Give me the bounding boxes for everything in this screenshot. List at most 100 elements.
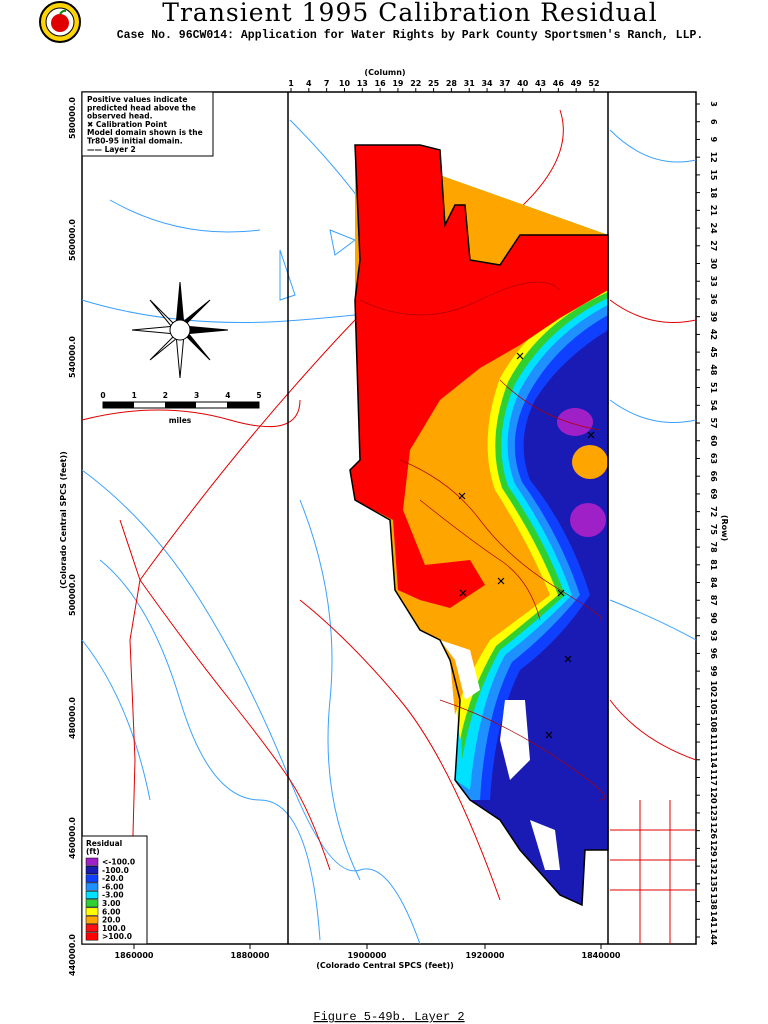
legend-swatch	[85, 899, 99, 908]
y-tick-label: 580000.0	[68, 97, 77, 139]
scale-labels: 0 1 2 3 4 5	[100, 391, 261, 400]
column-tick-label: 25	[428, 79, 440, 88]
column-tick-label: 13	[357, 79, 368, 88]
legend-title: Residual	[86, 839, 122, 848]
scale-label: 0	[100, 391, 105, 400]
model-domain	[349, 144, 609, 907]
column-tick-label: 40	[517, 79, 529, 88]
row-tick-label: 93	[709, 630, 718, 641]
note-line: predicted head above the	[87, 103, 196, 112]
column-tick-label: 28	[446, 79, 458, 88]
column-tick-label: 4	[306, 79, 312, 88]
row-tick-label: 54	[709, 400, 718, 412]
row-tick-label: 27	[709, 240, 718, 251]
y-tick-label: 440000.0	[68, 934, 77, 976]
note-line: Positive values indicate	[87, 95, 187, 104]
calibration-points	[458, 352, 595, 739]
row-tick-label: 48	[709, 364, 718, 376]
y-tick-label: 540000.0	[68, 336, 77, 378]
scale-bar	[102, 401, 260, 409]
y-tick-label: 500000.0	[68, 574, 77, 616]
logo	[39, 1, 81, 43]
scale-label: 3	[194, 391, 199, 400]
note-line: ✖ Calibration Point	[87, 120, 168, 129]
row-axis-title: (Row)	[720, 515, 729, 541]
scale-label: 2	[163, 391, 168, 400]
row-tick-label: 51	[709, 382, 718, 394]
legend-label: -100.0	[102, 866, 129, 875]
x-tick-label: 1880000	[231, 951, 270, 960]
column-tick-label: 1	[288, 79, 294, 88]
legend-label: >100.0	[102, 932, 132, 941]
column-tick-label: 52	[588, 79, 599, 88]
legend-swatch	[85, 907, 99, 916]
row-tick-label: 135	[709, 875, 718, 892]
scale-unit: miles	[169, 416, 192, 425]
row-tick-label: 132	[709, 858, 718, 875]
legend-swatch	[85, 857, 99, 866]
legend-label: 100.0	[102, 924, 126, 933]
column-tick-label: 16	[375, 79, 387, 88]
row-tick-label: 87	[709, 595, 718, 606]
legend-label: -20.0	[102, 874, 124, 883]
residual-surface	[350, 145, 608, 905]
legend-swatch	[85, 890, 99, 899]
column-tick-label: 19	[392, 79, 404, 88]
y-tick-label: 480000.0	[68, 697, 77, 739]
y-axis-title: (Colorado Central SPCS (feet))	[59, 451, 68, 589]
row-tick-label: 105	[709, 698, 718, 715]
legend-label: -3.00	[102, 891, 124, 900]
row-tick-label: 78	[709, 542, 718, 554]
column-tick-label: 7	[324, 79, 330, 88]
row-tick-label: 99	[709, 666, 718, 678]
row-tick-label: 96	[709, 648, 718, 660]
note-line: —— Layer 2	[87, 145, 136, 154]
y-tick-label: 460000.0	[68, 817, 77, 859]
row-tick-label: 90	[709, 612, 718, 624]
x-tick-label: 1860000	[115, 951, 154, 960]
row-tick-label: 60	[709, 435, 718, 447]
row-tick-label: 63	[709, 453, 718, 464]
column-tick-label: 34	[481, 79, 493, 88]
y-tick-label: 560000.0	[68, 219, 77, 261]
row-tick-label: 18	[709, 187, 718, 199]
legend-unit: (ft)	[86, 847, 100, 856]
row-tick-label: 102	[709, 681, 718, 698]
row-tick-label: 69	[709, 488, 718, 500]
row-tick-label: 30	[709, 258, 718, 270]
row-tick-label: 138	[709, 893, 718, 910]
row-tick-label: 72	[709, 506, 718, 517]
legend-label: 20.0	[102, 916, 121, 925]
row-tick-label: 108	[709, 716, 718, 733]
legend-swatch	[85, 874, 99, 883]
title: Transient 1995 Calibration Residual	[162, 0, 657, 27]
row-tick-label: 144	[709, 929, 718, 946]
subtitle: Case No. 96CW014: Application for Water …	[117, 29, 704, 42]
row-tick-label: 6	[709, 119, 718, 125]
residual-roads	[359, 281, 606, 801]
column-tick-label: 43	[535, 79, 546, 88]
legend-label: -6.00	[102, 882, 124, 891]
row-tick-label: 66	[709, 471, 718, 483]
legend-label: 6.00	[102, 907, 121, 916]
legend-swatch	[85, 915, 99, 924]
x-tick-label: 1900000	[348, 951, 387, 960]
x-tick-label: 1920000	[466, 951, 505, 960]
row-tick-label: 114	[709, 751, 718, 768]
scale-label: 1	[132, 391, 137, 400]
row-tick-label: 57	[709, 417, 718, 428]
column-tick-label: 31	[464, 79, 476, 88]
row-tick-label: 42	[709, 329, 718, 340]
axes: (Column)1 4 7 10 13 16 19 22 25 28 31 34 37 40 43 46 49 5…	[59, 68, 729, 976]
row-tick-label: 81	[709, 559, 718, 571]
x-tick-label: 1840000	[582, 951, 621, 960]
column-tick-label: 10	[339, 79, 351, 88]
row-tick-label: 33	[709, 276, 718, 287]
row-tick-label: 36	[709, 293, 718, 305]
legend-label: 3.00	[102, 899, 121, 908]
row-tick-label: 15	[709, 169, 718, 181]
legend-swatch	[85, 882, 99, 891]
row-tick-label: 75	[709, 524, 718, 536]
